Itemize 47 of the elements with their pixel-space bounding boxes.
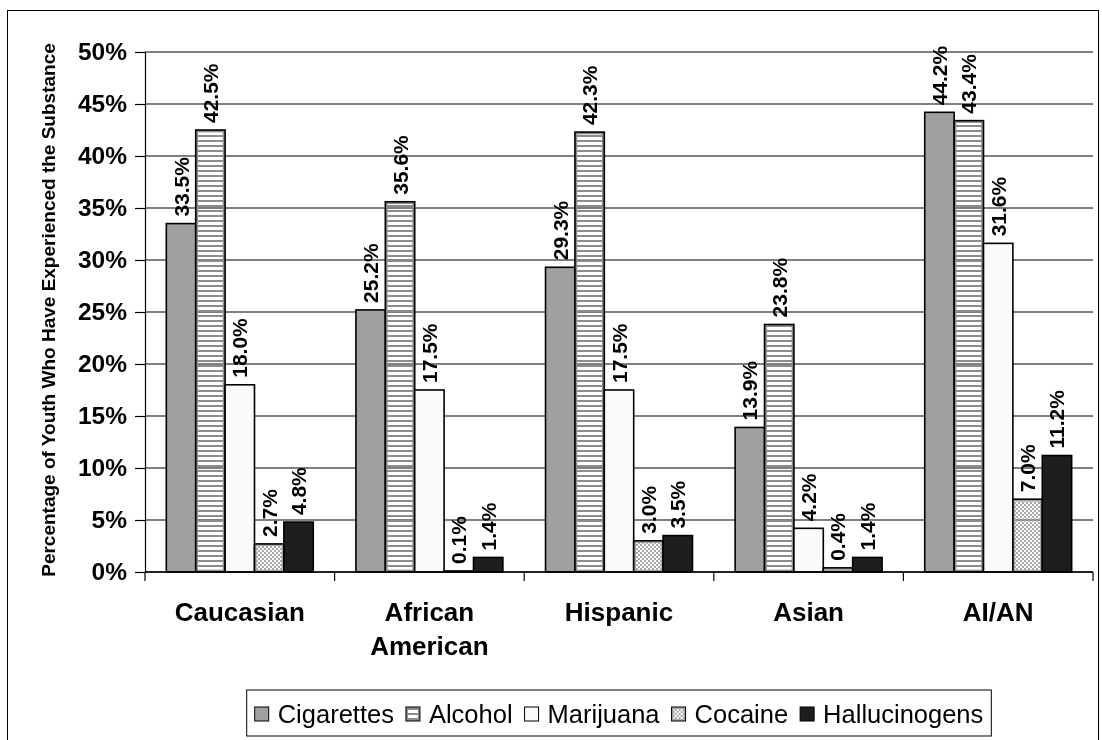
y-tick-label: 40% [77, 142, 128, 170]
data-label: 29.3% [548, 200, 572, 261]
data-label: 7.0% [1016, 444, 1040, 493]
data-label: 3.0% [636, 485, 660, 534]
data-label: 4.8% [287, 466, 311, 516]
y-tick-label: 25% [77, 298, 128, 326]
data-label: 3.5% [666, 480, 690, 529]
y-axis-title: Percentage of Youth Who Have Experienced the Substance [37, 43, 59, 577]
y-tick-label: 35% [77, 194, 128, 222]
data-label: 35.6% [388, 134, 412, 195]
data-label: 42.3% [578, 65, 602, 126]
x-tick-label: Asian [773, 597, 845, 627]
y-tick-label: 20% [77, 350, 128, 378]
y-tick-label: 10% [77, 454, 128, 482]
data-label: 33.5% [169, 156, 193, 217]
y-tick-label: 0% [91, 558, 128, 586]
data-label: 11.2% [1045, 389, 1069, 449]
legend-label: Alcohol [428, 700, 513, 728]
data-label: 31.6% [986, 176, 1010, 237]
data-label: 18.0% [228, 317, 252, 378]
data-label: 2.7% [257, 488, 281, 537]
data-label: 0.4% [826, 512, 850, 561]
data-label: 17.5% [417, 323, 441, 383]
legend-label: Cigarettes [277, 700, 394, 728]
y-tick-label: 50% [77, 38, 128, 66]
x-tick-label: AI/AN [962, 597, 1034, 627]
data-label: 42.5% [198, 63, 222, 123]
data-label: 0.1% [447, 515, 471, 564]
data-label: 1.4% [855, 502, 879, 551]
x-tick-label: African American [370, 597, 489, 661]
y-tick-label: 45% [77, 90, 128, 118]
data-label: 43.4% [957, 53, 981, 114]
data-label: 25.2% [359, 243, 383, 303]
legend-label: Hallucinogens [823, 700, 984, 728]
y-tick-label: 5% [91, 506, 128, 534]
x-tick-label: Caucasian [174, 597, 305, 627]
data-label: 23.8% [767, 257, 791, 318]
legend-label: Cocaine [694, 700, 789, 728]
data-label: 17.5% [607, 323, 631, 383]
y-tick-label: 15% [77, 402, 128, 430]
x-tick-label: Hispanic [564, 597, 674, 627]
data-label: 44.2% [927, 45, 951, 106]
legend-label: Marijuana [547, 700, 661, 728]
data-label: 4.2% [797, 473, 821, 522]
data-label: 1.4% [476, 502, 500, 551]
data-label: 13.9% [738, 360, 762, 421]
y-tick-label: 30% [77, 246, 128, 274]
